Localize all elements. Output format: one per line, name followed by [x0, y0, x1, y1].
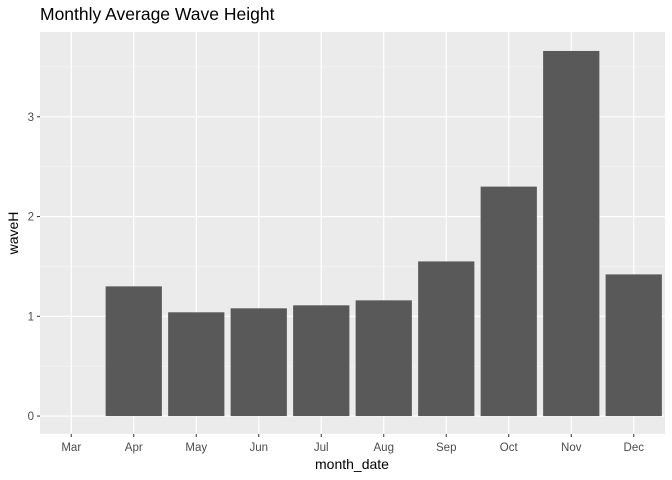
x-tick-label-may: May	[185, 442, 207, 454]
bar-nov	[543, 50, 600, 417]
bar-may	[168, 312, 225, 417]
y-tick-label: 2	[28, 212, 34, 224]
y-axis-title: waveH	[5, 212, 21, 256]
bars	[105, 50, 662, 417]
x-tick-label-dec: Dec	[624, 442, 645, 454]
bar-dec	[605, 274, 662, 417]
bar-oct	[480, 186, 537, 417]
bar-jun	[230, 308, 287, 417]
chart-title: Monthly Average Wave Height	[40, 4, 275, 24]
bar-apr	[105, 286, 162, 417]
y-axis: 0 1 2 3	[28, 112, 40, 423]
x-tick-label-jun: Jun	[249, 442, 268, 454]
x-axis: Mar Apr May Jun Jul Aug Sep Oct Nov Dec	[61, 434, 644, 454]
x-tick-label-jul: Jul	[314, 442, 329, 454]
bar-sep	[418, 261, 475, 417]
x-tick-label-oct: Oct	[500, 442, 519, 454]
bar-aug	[355, 300, 412, 417]
x-tick-label-sep: Sep	[436, 442, 456, 454]
y-tick-label: 1	[28, 311, 34, 323]
x-tick-label-aug: Aug	[374, 442, 394, 454]
x-tick-label-mar: Mar	[61, 442, 81, 454]
x-axis-title: month_date	[315, 456, 389, 472]
x-tick-label-nov: Nov	[561, 442, 582, 454]
bar-jul	[293, 305, 350, 417]
y-tick-label: 0	[28, 411, 34, 423]
y-tick-label: 3	[28, 112, 34, 124]
x-tick-label-apr: Apr	[125, 442, 143, 454]
